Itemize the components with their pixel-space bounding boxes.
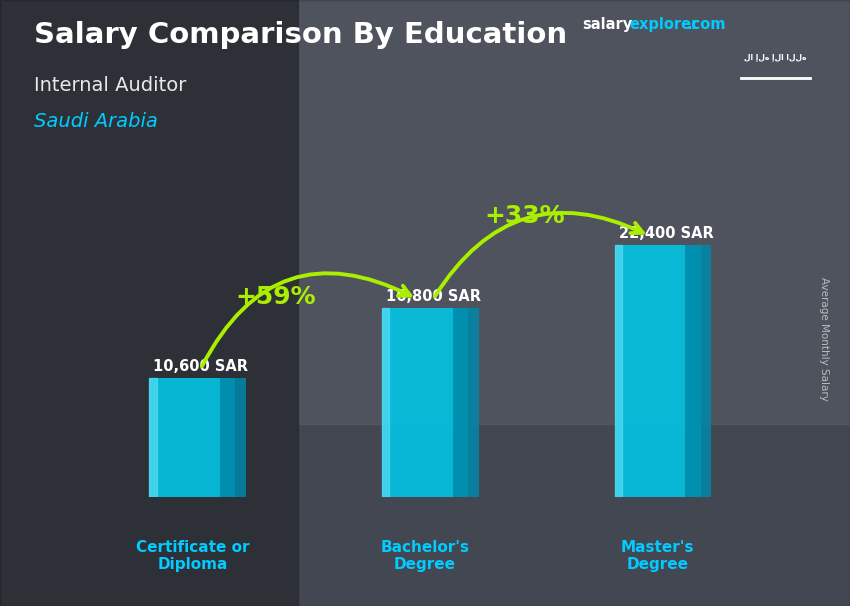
Text: explorer: explorer [629, 17, 699, 32]
Bar [615, 245, 700, 497]
Text: Saudi Arabia: Saudi Arabia [34, 112, 158, 131]
Text: Bachelor's
Degree: Bachelor's Degree [381, 540, 469, 572]
Bar [150, 378, 156, 497]
Text: Certificate or
Diploma: Certificate or Diploma [136, 540, 249, 572]
Text: 22,400 SAR: 22,400 SAR [619, 227, 713, 241]
Text: salary: salary [582, 17, 632, 32]
Bar [382, 308, 389, 497]
Bar [298, 0, 850, 424]
Text: .com: .com [687, 17, 726, 32]
Bar [220, 378, 246, 497]
Text: Average Monthly Salary: Average Monthly Salary [819, 278, 829, 401]
Text: Internal Auditor: Internal Auditor [34, 76, 186, 95]
Bar [150, 378, 235, 497]
Bar [382, 308, 468, 497]
Bar [452, 308, 479, 497]
Text: +59%: +59% [235, 285, 316, 308]
Bar [0, 0, 298, 606]
Text: +33%: +33% [484, 204, 565, 228]
Bar [685, 245, 711, 497]
Text: Salary Comparison By Education: Salary Comparison By Education [34, 21, 567, 49]
Text: 10,600 SAR: 10,600 SAR [153, 359, 248, 375]
Text: لا إله إلا الله: لا إله إلا الله [745, 52, 807, 61]
Text: Master's
Degree: Master's Degree [620, 540, 694, 572]
Bar [615, 245, 621, 497]
Text: 16,800 SAR: 16,800 SAR [386, 290, 481, 304]
